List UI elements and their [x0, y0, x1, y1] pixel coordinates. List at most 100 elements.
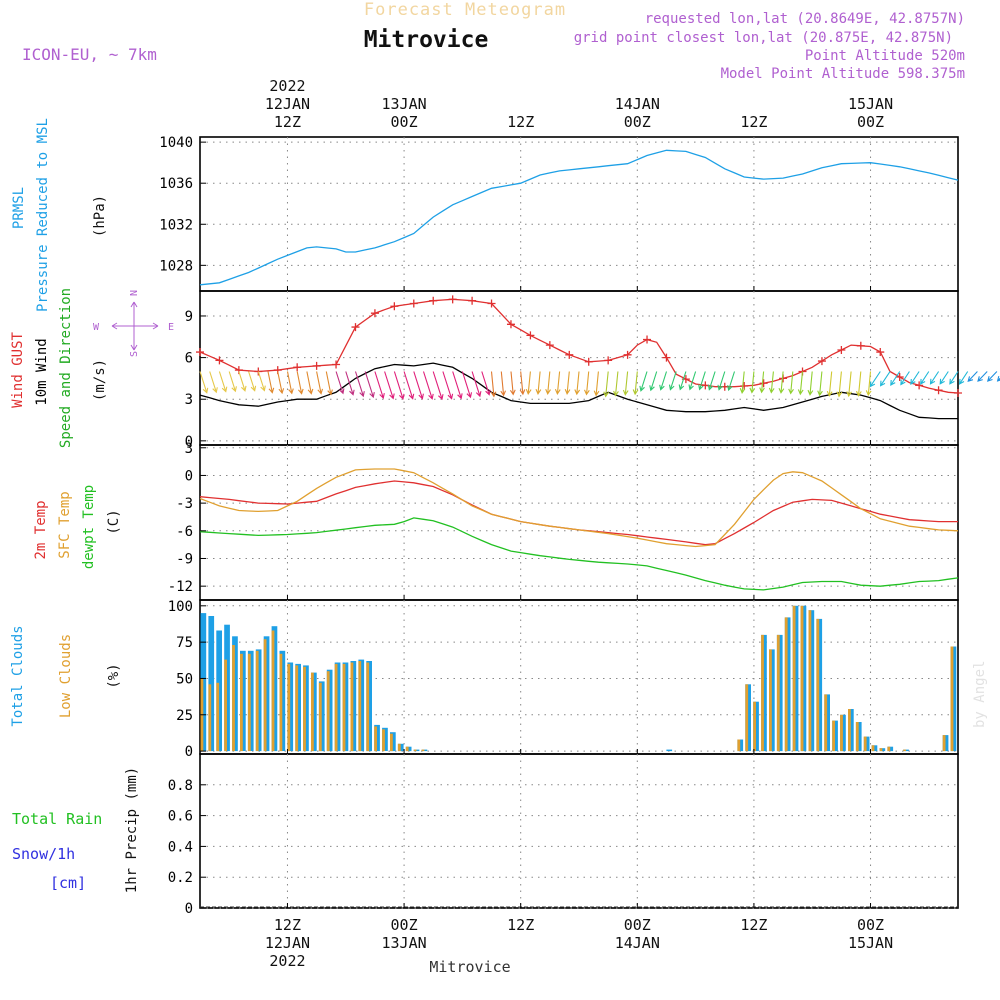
wind-arrow-46: [639, 371, 648, 392]
label-snow-unit: [cm]: [50, 874, 86, 892]
panel-frame-temperature: [199, 444, 959, 601]
wind-arrow-12: [316, 371, 324, 395]
wind-arrow-9: [286, 371, 294, 395]
panel-frame-pressure: [199, 136, 959, 292]
gust-marker-46: [643, 335, 652, 344]
y-tick-label-pressure-3: 1040: [159, 135, 193, 151]
bar-low-clouds-1: [208, 684, 212, 752]
wind-arrow-37: [554, 371, 561, 395]
bar-low-clouds-16: [326, 671, 330, 752]
bar-low-clouds-80: [832, 720, 835, 752]
bar-low-clouds-71: [761, 634, 764, 752]
compass-n: N: [129, 290, 140, 296]
bar-total-clouds-59: [666, 749, 673, 752]
bar-low-clouds-72: [769, 649, 772, 752]
bar-low-clouds-89: [903, 749, 906, 752]
bar-total-clouds-78: [816, 618, 823, 752]
bottom-time-label-1-1: 13JAN: [381, 934, 426, 952]
label-dewpt-temp: dewpt Temp: [81, 485, 97, 569]
series-line-wind-gust: [199, 298, 959, 394]
wind-arrow-80: [967, 371, 978, 383]
bar-total-clouds-17: [334, 662, 341, 752]
top-time-label-0-0: 2022: [269, 77, 305, 95]
gust-marker-20: [390, 302, 399, 311]
compass-rose: W E N S: [93, 290, 174, 357]
bottom-time-label-4-0: 12Z: [740, 916, 767, 934]
bar-total-clouds-8: [263, 636, 270, 752]
wind-arrow-55: [727, 371, 736, 392]
bar-total-clouds-5: [240, 650, 246, 751]
footer-location: Mitrovice: [429, 958, 510, 976]
wind-arrow-57: [749, 371, 756, 394]
wind-arrow-44: [622, 371, 629, 396]
gust-marker-78: [954, 388, 962, 397]
gust-marker-12: [312, 361, 321, 370]
bar-low-clouds-87: [887, 746, 891, 752]
wind-arrow-45: [632, 371, 639, 396]
label-low-clouds: Low Clouds: [58, 634, 74, 718]
gust-marker-72: [895, 373, 904, 382]
gust-marker-40: [584, 357, 593, 366]
label-total-rain: Total Rain: [12, 810, 102, 828]
credit-watermark: by Angel: [972, 661, 988, 728]
y-tick-label-pressure-2: 1036: [159, 176, 193, 192]
wind-arrow-74: [910, 371, 920, 385]
y-tick-label-precip-2: 0.4: [168, 839, 193, 855]
bar-low-clouds-68: [737, 739, 741, 752]
bar-low-clouds-94: [942, 735, 946, 752]
bar-total-clouds-76: [800, 605, 807, 752]
gust-marker-28: [468, 296, 477, 305]
wind-arrow-28: [471, 371, 482, 398]
bar-low-clouds-28: [421, 749, 425, 752]
top-time-label-3-0: 14JAN: [615, 95, 660, 113]
bar-total-clouds-26: [405, 746, 412, 752]
bar-total-clouds-28: [421, 749, 428, 752]
bar-total-clouds-21: [366, 661, 372, 752]
bar-total-clouds-22: [374, 724, 380, 752]
wind-arrow-63: [807, 371, 814, 396]
bar-total-clouds-13: [303, 665, 309, 752]
bar-low-clouds-95: [950, 646, 954, 752]
bar-total-clouds-75: [792, 605, 799, 752]
wind-arrow-16: [354, 371, 365, 398]
wind-arrow-33: [519, 371, 526, 396]
bar-total-clouds-1: [208, 616, 215, 752]
wind-arrow-35: [535, 371, 542, 395]
bar-total-clouds-81: [840, 714, 846, 752]
wind-arrow-77: [939, 371, 949, 385]
wind-arrow-83: [996, 375, 1000, 382]
y-tick-label-precip-1: 0.2: [168, 870, 193, 886]
gust-marker-30: [487, 299, 496, 308]
grid-lines: [200, 137, 958, 909]
y-tick-label-pressure-1: 1032: [159, 217, 193, 233]
bar-total-clouds-6: [247, 650, 254, 751]
wind-arrow-24: [432, 371, 444, 401]
wind-arrow-72: [890, 371, 901, 386]
gust-marker-56: [740, 382, 749, 391]
bar-low-clouds-83: [855, 722, 859, 752]
bottom-time-label-0-1: 12JAN: [265, 934, 310, 952]
gust-marker-24: [429, 296, 438, 305]
bar-total-clouds-4: [232, 636, 238, 752]
label-wind-gust: Wind GUST: [10, 332, 26, 408]
bar-total-clouds-15: [318, 681, 325, 752]
bar-total-clouds-87: [887, 746, 894, 752]
wind-arrow-21: [403, 371, 415, 400]
bar-total-clouds-70: [753, 701, 759, 752]
y-tick-label-precip-0: 0: [185, 901, 193, 917]
wind-arrow-5: [248, 371, 257, 392]
wind-arrow-70: [869, 371, 881, 388]
gust-marker-34: [526, 331, 535, 340]
wind-arrow-47: [649, 371, 658, 392]
bar-low-clouds-13: [303, 666, 306, 752]
wind-arrow-19: [384, 371, 395, 400]
point-altitude: Point Altitude 520m: [805, 48, 965, 64]
wind-arrow-20: [393, 371, 405, 400]
wind-arrow-69: [865, 371, 872, 397]
series-line-prmsl: [199, 149, 959, 286]
wind-arrow-71: [879, 371, 891, 387]
y-tick-label-temperature-5: 3: [185, 441, 193, 457]
wind-arrow-3: [228, 371, 237, 393]
bar-low-clouds-25: [397, 743, 401, 752]
compass-w: W: [93, 322, 100, 333]
